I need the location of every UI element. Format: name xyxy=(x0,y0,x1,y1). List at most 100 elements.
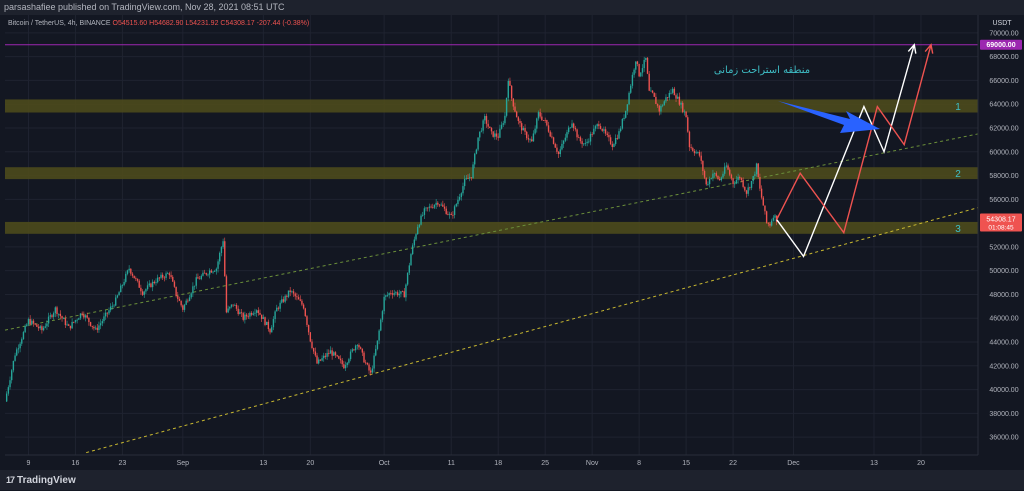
candle-body xyxy=(720,177,723,181)
candle-body xyxy=(264,317,266,325)
candle-body xyxy=(494,133,496,137)
candle-body xyxy=(630,85,632,93)
candle-body xyxy=(368,364,370,371)
candle-body xyxy=(173,281,176,287)
candle-body xyxy=(443,206,446,209)
candle-body xyxy=(128,268,130,271)
candle-body xyxy=(497,136,499,138)
candle-body xyxy=(207,274,209,276)
candle-body xyxy=(614,138,617,144)
candle-body xyxy=(167,273,169,275)
candle-body xyxy=(68,324,70,326)
candle-body xyxy=(370,370,372,373)
candle-body xyxy=(74,320,77,322)
candle-body xyxy=(260,314,263,319)
candle-body xyxy=(770,220,773,226)
candle-body xyxy=(744,186,746,191)
forecast-path-red xyxy=(776,44,932,235)
candle-body xyxy=(712,173,714,179)
candle-body xyxy=(116,295,119,298)
candle-body xyxy=(697,152,699,153)
candle-body xyxy=(197,277,199,279)
candle-body xyxy=(175,286,177,296)
candle-body xyxy=(185,300,187,305)
candle-body xyxy=(458,197,461,200)
price-tick: 62000.00 xyxy=(989,125,1018,132)
candle-body xyxy=(609,137,612,145)
price-chart[interactable]: 123 منطقه استراحت زمانی USDT36000.003800… xyxy=(0,15,1024,470)
zone-3 xyxy=(5,221,978,234)
candle-body xyxy=(323,355,325,359)
candle-body xyxy=(9,380,11,388)
candle-body xyxy=(470,177,473,179)
candle-body xyxy=(581,141,583,145)
candle-body xyxy=(604,129,607,134)
candle-body xyxy=(249,312,251,317)
candle-body xyxy=(250,312,253,315)
candle-body xyxy=(202,272,204,276)
candle-body xyxy=(328,353,330,354)
zone-2 xyxy=(5,167,978,180)
price-tick: 56000.00 xyxy=(989,197,1018,204)
candle-body xyxy=(416,226,419,235)
price-tick: 48000.00 xyxy=(989,292,1018,299)
candle-body xyxy=(504,115,506,124)
price-axis[interactable]: USDT 36000.00 38000.00 40000.00 42000.00 4400… xyxy=(977,15,1024,470)
candle-body xyxy=(79,313,82,319)
candle-body xyxy=(619,128,622,132)
candle-body xyxy=(534,128,536,134)
candle-body xyxy=(289,290,291,292)
candle-body xyxy=(44,326,46,328)
candle-body xyxy=(183,304,186,310)
candle-body xyxy=(722,173,724,178)
candle-body xyxy=(552,137,555,144)
candle-body xyxy=(32,320,35,324)
candle-body xyxy=(212,271,214,273)
candle-body xyxy=(594,126,597,129)
candle-body xyxy=(27,318,30,325)
candle-body xyxy=(385,295,387,297)
candle-body xyxy=(217,261,219,269)
candle-body xyxy=(739,177,741,179)
tradingview-logo[interactable]: 17 TradingView xyxy=(6,470,76,491)
candle-body xyxy=(541,116,543,121)
candle-body xyxy=(41,326,43,331)
time-axis[interactable]: 9 16 23 Sep 13 20 Oct 11 18 25 Nov 8 15 22 Dec 13 20 xyxy=(5,454,978,467)
time-tick: 23 xyxy=(119,460,127,467)
current-price-tag xyxy=(980,213,1022,232)
candle-body xyxy=(735,180,738,184)
candle-body xyxy=(54,307,57,314)
trend-line-2 xyxy=(86,207,979,454)
candle-body xyxy=(468,177,471,179)
candle-body xyxy=(321,358,323,361)
candle-body xyxy=(341,360,343,365)
candle-body xyxy=(671,88,674,93)
candle-body xyxy=(89,322,92,326)
candle-body xyxy=(312,348,315,352)
countdown-text: 01:08:45 xyxy=(988,224,1014,231)
candle-body xyxy=(316,355,318,364)
candle-body xyxy=(571,123,573,128)
candle-body xyxy=(680,102,682,105)
zone-label-2: 2 xyxy=(955,169,961,180)
candle-body xyxy=(732,178,734,184)
candle-body xyxy=(99,323,102,326)
candle-body xyxy=(596,124,598,127)
candle-body xyxy=(84,315,87,318)
grid xyxy=(5,15,978,455)
candle-body xyxy=(150,283,152,288)
candle-body xyxy=(257,310,260,313)
candle-body xyxy=(113,305,115,307)
candle-body xyxy=(502,123,504,125)
candle-body xyxy=(14,355,16,361)
candle-body xyxy=(737,177,739,181)
candle-body xyxy=(178,298,181,301)
candle-body xyxy=(126,270,129,274)
candle-body xyxy=(573,123,575,128)
candle-body xyxy=(354,345,357,351)
candle-body xyxy=(618,131,620,139)
price-tick: 68000.00 xyxy=(989,54,1018,61)
candle-body xyxy=(764,205,766,212)
candle-body xyxy=(772,217,775,221)
